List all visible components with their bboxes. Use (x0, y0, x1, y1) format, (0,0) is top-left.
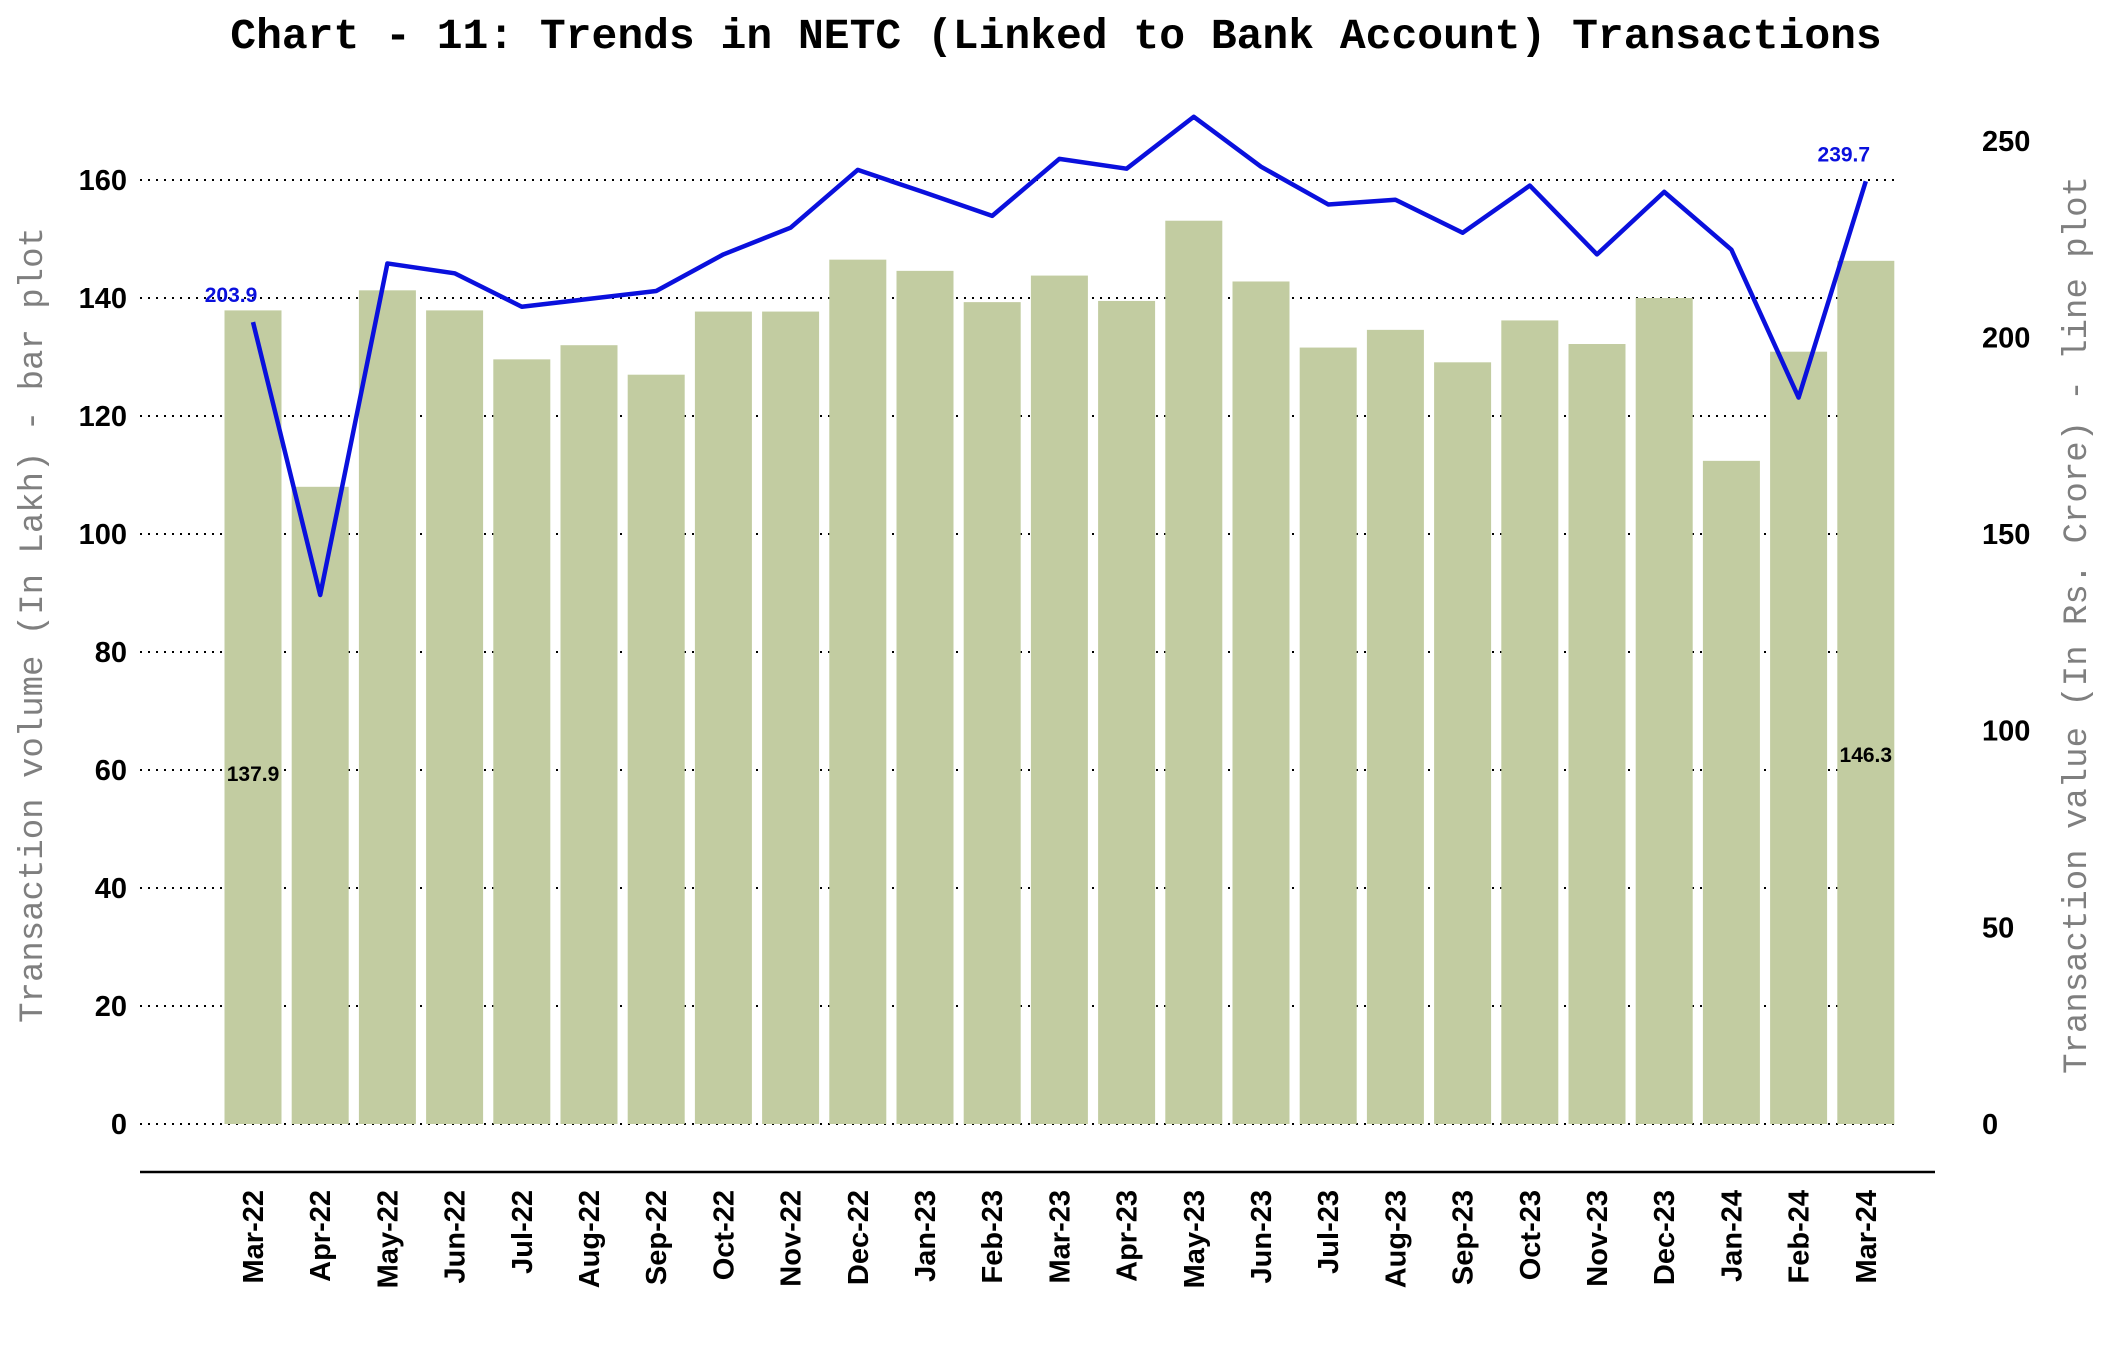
bar-series (224, 220, 1895, 1125)
x-tick-label: Jan-24 (1716, 1190, 1748, 1282)
bar (1232, 281, 1290, 1125)
bar (1501, 320, 1559, 1124)
chart-title: Chart - 11: Trends in NETC (Linked to Ba… (230, 12, 1881, 61)
x-tick-label: Aug-23 (1380, 1190, 1412, 1288)
value-line (250, 114, 1868, 598)
x-tick-label: Jul-23 (1313, 1190, 1345, 1274)
bar (829, 259, 887, 1124)
x-tick-label: Sep-23 (1448, 1190, 1480, 1285)
x-tick-label: Mar-23 (1044, 1190, 1076, 1284)
x-tick-label: Dec-23 (1649, 1190, 1681, 1285)
y-right-tick-label: 200 (1982, 322, 2030, 354)
x-tick-label: Apr-22 (305, 1190, 337, 1282)
bar (896, 270, 954, 1124)
y-left-tick-label: 20 (95, 991, 127, 1023)
x-tick-label: Oct-22 (708, 1190, 740, 1280)
y-left-tick-label: 40 (95, 873, 127, 905)
x-tick-label: Feb-24 (1784, 1190, 1816, 1283)
bar-label-last: 146.3 (1840, 744, 1893, 767)
x-tick-label: Nov-23 (1582, 1190, 1614, 1287)
bar (1366, 329, 1424, 1124)
line-label-first: 203.9 (205, 284, 258, 307)
bar (762, 311, 820, 1124)
x-tick-label: May-22 (372, 1190, 404, 1288)
line-label-last: 239.7 (1818, 143, 1871, 166)
y-right-tick-label: 250 (1982, 126, 2030, 158)
y-axis-right-title: Transaction value (In Rs. Crore) - line … (2059, 176, 2097, 1074)
x-tick-label: Jan-23 (910, 1190, 942, 1282)
x-tick-label: Mar-24 (1851, 1190, 1883, 1284)
y-left-tick-label: 160 (79, 165, 127, 197)
bar (291, 486, 349, 1124)
x-tick-label: Jun-23 (1246, 1190, 1278, 1283)
y-left-tick-label: 120 (79, 401, 127, 433)
bar (694, 311, 752, 1124)
bar (1568, 344, 1626, 1124)
y-right-tick-label: 100 (1982, 716, 2030, 748)
bar (627, 374, 685, 1124)
y-left-tick-label: 100 (79, 519, 127, 551)
bar (358, 290, 416, 1125)
y-left-tick-label: 80 (95, 637, 127, 669)
bar (1770, 351, 1828, 1124)
y-axis-left-title: Transaction volume (In Lakh) - bar plot (15, 227, 53, 1023)
y-left-tick-label: 60 (95, 755, 127, 787)
x-tick-label: Jul-22 (507, 1190, 539, 1274)
bar (1165, 220, 1223, 1124)
axes: 0 20 40 60 80 100 120 140 160 0 50 100 150 200 250 Mar-… (79, 126, 2031, 1289)
y-right-tick-label: 150 (1982, 519, 2030, 551)
x-tick-label: Apr-23 (1112, 1190, 1144, 1282)
x-tick-label: Dec-22 (843, 1190, 875, 1285)
y-right-tick-label: 50 (1982, 912, 2014, 944)
y-left-tick-label: 0 (111, 1109, 127, 1141)
bar (1098, 300, 1156, 1124)
bar (1702, 460, 1760, 1125)
x-tick-label: Feb-23 (977, 1190, 1009, 1283)
bar (1299, 347, 1357, 1124)
bar (1434, 362, 1492, 1124)
bar (426, 310, 484, 1124)
bar (1030, 275, 1088, 1125)
bar (493, 359, 551, 1124)
bar (560, 345, 618, 1124)
line-series (250, 114, 1868, 598)
x-tick-label: Jun-22 (440, 1190, 472, 1283)
bar (1837, 260, 1895, 1125)
y-left-tick-label: 140 (79, 283, 127, 315)
x-tick-label: Nov-22 (776, 1190, 808, 1287)
bar (1635, 298, 1693, 1124)
x-tick-label: May-23 (1179, 1190, 1211, 1288)
bar (224, 310, 282, 1124)
data-labels: 203.9 239.7 137.9 146.3 (205, 143, 1892, 786)
bar-label-first: 137.9 (227, 763, 280, 786)
x-tick-label: Sep-22 (641, 1190, 673, 1285)
bar (963, 302, 1021, 1124)
x-tick-label: Oct-23 (1515, 1190, 1547, 1280)
y-right-tick-label: 0 (1982, 1109, 1998, 1141)
x-tick-label: Aug-22 (574, 1190, 606, 1288)
x-tick-label: Mar-22 (238, 1190, 270, 1284)
